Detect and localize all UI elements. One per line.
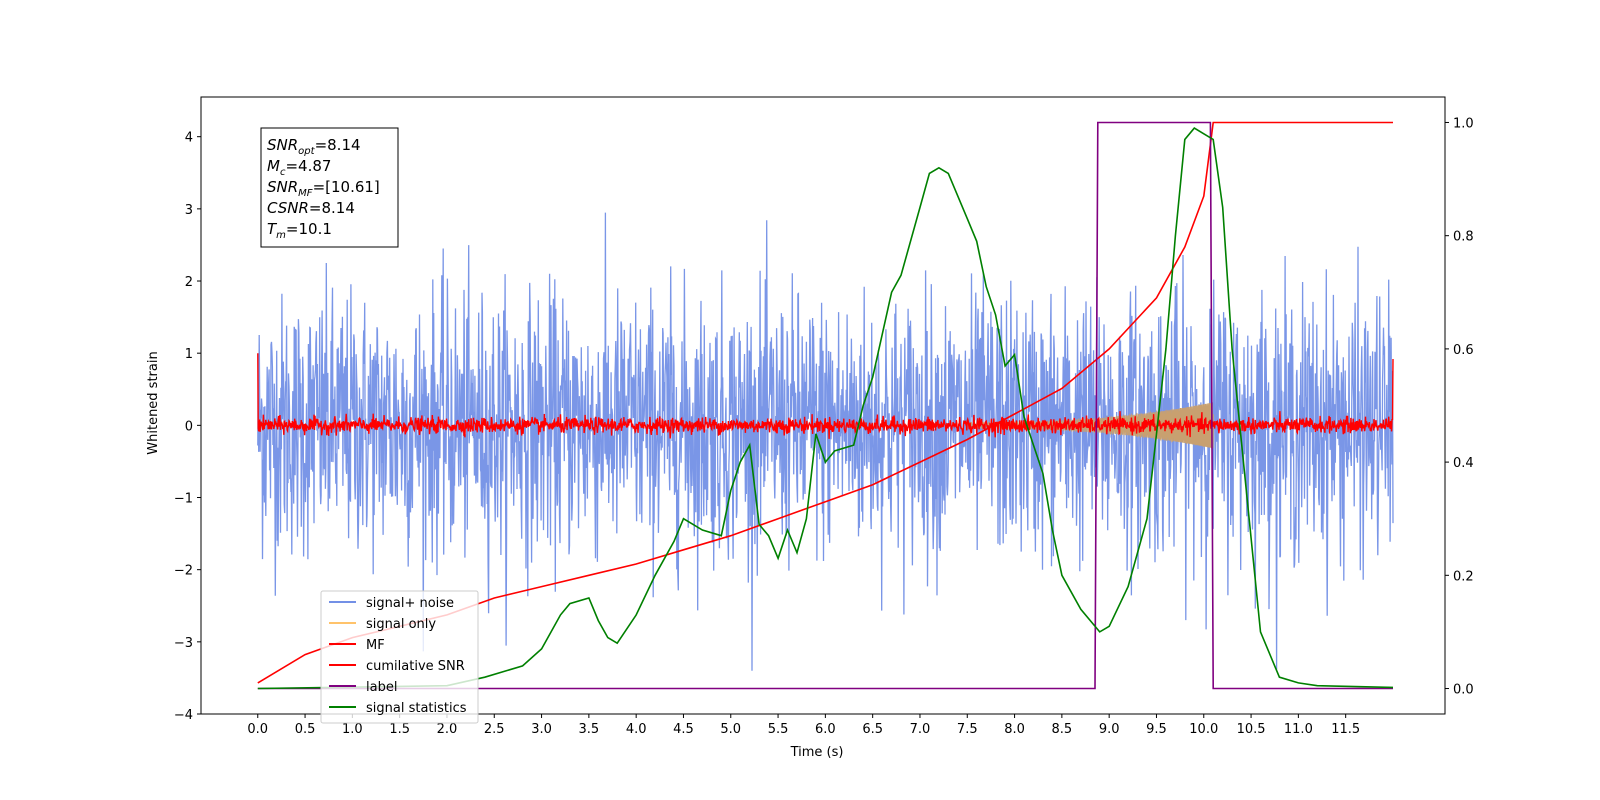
x-tick-label: 10.5 <box>1237 722 1266 737</box>
y-left-tick-label: 1 <box>185 347 193 362</box>
legend-label: label <box>366 680 397 695</box>
y-axis-right: 0.0 0.2 0.4 0.6 0.8 1.0 <box>1445 116 1474 698</box>
x-tick-label: 7.0 <box>910 722 931 737</box>
x-tick-label: 6.0 <box>815 722 836 737</box>
series-mf <box>257 353 1394 439</box>
x-tick-label: 3.0 <box>531 722 552 737</box>
x-tick-label: 1.0 <box>342 722 363 737</box>
y-left-tick-label: −3 <box>174 636 193 651</box>
y-right-tick-label: 0.2 <box>1453 569 1474 584</box>
x-axis: 0.0 0.5 1.0 1.5 2.0 2.5 3.0 3.5 4.0 4.5 5.0 5.5 6.0 6… <box>247 714 1360 737</box>
info-box-frame <box>260 127 399 248</box>
y-left-tick-label: 2 <box>185 275 193 290</box>
y-right-tick-label: 0.8 <box>1453 230 1474 245</box>
x-tick-label: 2.5 <box>484 722 505 737</box>
info-tm: Tm=10.1 <box>267 220 332 241</box>
y-right-tick-label: 0.6 <box>1453 343 1474 358</box>
x-tick-label: 10.0 <box>1189 722 1218 737</box>
x-tick-label: 5.5 <box>768 722 789 737</box>
info-csnr: CSNR=8.14 <box>267 199 355 217</box>
x-tick-label: 4.5 <box>673 722 694 737</box>
x-tick-label: 11.5 <box>1331 722 1360 737</box>
info-snr-mf: SNRMF=[10.61] <box>267 178 380 199</box>
x-tick-label: 1.5 <box>389 722 410 737</box>
y-left-tick-label: 3 <box>185 203 193 218</box>
legend: signal+ noise signal only MF cumilative SNR… <box>320 590 479 724</box>
info-box: SNRopt=8.14 Mc=4.87 SNRMF=[10.61] CSNR=8… <box>260 127 399 248</box>
x-tick-label: 3.5 <box>579 722 600 737</box>
legend-label: MF <box>366 638 385 653</box>
series-signal-noise <box>257 212 1394 671</box>
x-tick-label: 9.5 <box>1146 722 1167 737</box>
legend-label: signal+ noise <box>366 596 454 611</box>
x-tick-label: 4.0 <box>626 722 647 737</box>
x-tick-label: 7.5 <box>957 722 978 737</box>
x-tick-label: 0.0 <box>247 722 268 737</box>
x-tick-label: 0.5 <box>295 722 316 737</box>
x-tick-label: 8.0 <box>1004 722 1025 737</box>
legend-label: signal only <box>366 617 436 632</box>
y-left-tick-label: −4 <box>174 708 193 723</box>
x-tick-label: 5.0 <box>720 722 741 737</box>
legend-frame <box>320 590 479 724</box>
y-left-tick-label: 4 <box>185 131 193 146</box>
y-axis-label: Whitened strain <box>146 351 161 454</box>
info-snr-opt: SNRopt=8.14 <box>267 136 361 157</box>
y-right-tick-label: 0.4 <box>1453 456 1474 471</box>
y-left-tick-label: 0 <box>185 419 193 434</box>
x-tick-label: 6.5 <box>862 722 883 737</box>
legend-label: cumilative SNR <box>366 659 465 674</box>
y-left-tick-label: −1 <box>174 492 193 507</box>
y-right-tick-label: 1.0 <box>1453 116 1474 131</box>
legend-label: signal statistics <box>366 701 467 716</box>
series-signal-statistics <box>257 127 1394 690</box>
y-axis-left: −4 −3 −2 −1 0 1 2 3 4 <box>174 131 201 723</box>
x-tick-label: 2.0 <box>437 722 458 737</box>
x-tick-label: 8.5 <box>1052 722 1073 737</box>
x-axis-label: Time (s) <box>790 745 844 760</box>
y-left-tick-label: −2 <box>174 564 193 579</box>
plot-frame <box>200 96 1446 715</box>
x-tick-label: 11.0 <box>1284 722 1313 737</box>
info-mc: Mc=4.87 <box>267 157 331 178</box>
x-tick-label: 9.0 <box>1099 722 1120 737</box>
series-label <box>257 121 1393 690</box>
y-right-tick-label: 0.0 <box>1453 683 1474 698</box>
